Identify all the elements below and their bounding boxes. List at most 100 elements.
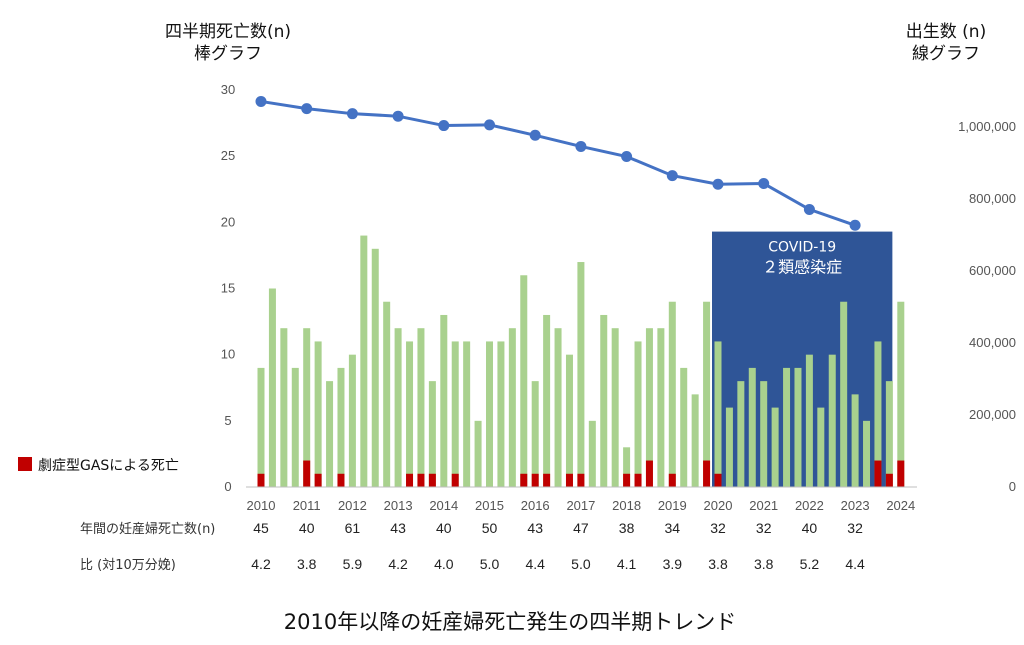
- ratio-row-label: 比 (対10万分娩): [80, 558, 176, 573]
- x-axis-tick: 2017: [566, 498, 595, 513]
- quarterly-death-bar: [303, 328, 311, 487]
- quarterly-death-bar: [623, 447, 631, 487]
- gas-death-bar: [531, 473, 539, 487]
- births-line: [260, 99, 856, 227]
- quarterly-death-bar: [440, 314, 448, 487]
- annual-deaths-value: 40: [299, 520, 315, 536]
- quarterly-death-bar: [645, 328, 653, 487]
- deaths-row-label: 年間の妊産婦死亡数(n): [80, 521, 215, 537]
- gas-death-bar: [634, 473, 642, 487]
- right-axis-tick: 800,000: [969, 191, 1016, 206]
- quarterly-death-bar: [360, 235, 368, 487]
- left-axis-title-line2: 棒グラフ: [194, 44, 262, 64]
- quarterly-death-bar: [691, 394, 699, 487]
- gas-death-bar: [714, 473, 722, 487]
- bar-series: [257, 235, 905, 487]
- gas-death-bar: [703, 460, 711, 487]
- annual-deaths-value: 32: [756, 520, 772, 536]
- quarterly-death-bar: [406, 341, 414, 487]
- gas-death-bar: [257, 473, 265, 487]
- births-point: [529, 129, 541, 141]
- x-axis-tick: 2019: [658, 498, 687, 513]
- quarterly-death-bar: [737, 381, 745, 487]
- right-axis-tick: 600,000: [969, 263, 1016, 278]
- quarterly-death-bar: [520, 275, 528, 487]
- quarterly-death-bar: [600, 314, 608, 487]
- x-axis-tick: 2023: [841, 498, 870, 513]
- quarterly-death-bar: [805, 354, 813, 487]
- x-axis-tick: 2018: [612, 498, 641, 513]
- left-axis-tick: 0: [224, 479, 231, 494]
- quarterly-death-bar: [486, 341, 493, 487]
- ratio-value: 3.9: [663, 556, 683, 572]
- quarterly-death-bar: [291, 367, 299, 487]
- x-axis-tick: 2024: [886, 498, 915, 513]
- quarterly-death-bar: [783, 367, 791, 487]
- ratio-value: 3.8: [754, 556, 774, 572]
- quarterly-death-bar: [611, 328, 619, 487]
- quarterly-death-bar: [668, 301, 676, 487]
- births-point: [666, 170, 678, 182]
- ratio-value: 5.0: [480, 556, 500, 572]
- x-axis-tick: 2022: [795, 498, 824, 513]
- quarterly-death-bar: [554, 328, 562, 487]
- x-axis-tick: 2012: [338, 498, 367, 513]
- x-axis-tick: 2016: [521, 498, 550, 513]
- ratio-value: 5.2: [800, 556, 820, 572]
- annual-rows: 45 40 61 43 40 50 43 47 38 34 32 32 40 32 4.2 3.8 5.9 4.2…: [251, 520, 865, 572]
- covid-label-line1: COVID-19: [768, 240, 836, 256]
- quarterly-death-bar: [680, 367, 688, 487]
- quarterly-death-bar: [794, 367, 802, 487]
- gas-death-bar: [645, 460, 653, 487]
- annual-deaths-value: 45: [253, 520, 269, 536]
- gas-death-bar: [303, 460, 311, 487]
- right-axis-tick: 200,000: [969, 407, 1016, 422]
- quarterly-death-bar: [748, 367, 756, 487]
- births-point: [849, 219, 861, 231]
- chart-title: 2010年以降の妊産婦死亡発生の四半期トレンド: [284, 610, 736, 634]
- right-axis-title-line2: 線グラフ: [912, 44, 980, 64]
- left-axis-tick: 5: [224, 413, 231, 428]
- annual-deaths-value: 34: [665, 520, 681, 536]
- quarterly-death-bar: [268, 288, 276, 487]
- gas-death-bar: [897, 460, 905, 487]
- quarterly-death-bar: [280, 328, 288, 487]
- gas-death-bar: [520, 473, 528, 487]
- quarterly-death-bar: [828, 354, 836, 487]
- right-axis-title-line1: 出生数 (n): [906, 22, 986, 42]
- gas-death-bar: [428, 473, 436, 487]
- x-axis-tick: 2020: [704, 498, 733, 513]
- gas-death-bar: [417, 473, 425, 487]
- left-axis-title-line1: 四半期死亡数(n): [165, 22, 291, 42]
- ratio-value: 5.0: [571, 556, 591, 572]
- ratio-value: 4.0: [434, 556, 454, 572]
- gas-death-bar: [314, 473, 322, 487]
- x-axis-tick: 2021: [749, 498, 778, 513]
- quarterly-death-bar: [531, 381, 539, 487]
- gas-death-bar: [577, 473, 585, 487]
- right-axis-tick: 0: [1009, 479, 1016, 494]
- right-axis-tick: 400,000: [969, 335, 1016, 350]
- quarterly-death-bar: [428, 381, 436, 487]
- annual-deaths-value: 43: [390, 520, 406, 536]
- annual-deaths-value: 50: [482, 520, 498, 536]
- annual-deaths-value: 32: [847, 520, 863, 536]
- quarterly-death-bar: [257, 367, 265, 487]
- quarterly-death-bar: [657, 328, 665, 487]
- annual-deaths-value: 61: [345, 520, 361, 536]
- births-point: [621, 151, 633, 163]
- gas-death-bar: [337, 473, 345, 487]
- x-axis-tick: 2011: [293, 498, 321, 513]
- annual-deaths-value: 38: [619, 520, 635, 536]
- gas-death-bar: [565, 473, 573, 487]
- x-axis-tick: 2014: [429, 498, 458, 513]
- births-point: [758, 178, 770, 190]
- quarterly-death-bar: [703, 301, 711, 487]
- quarterly-death-bar: [326, 381, 334, 487]
- quarterly-death-bar: [314, 341, 322, 487]
- left-axis-tick: 30: [221, 82, 235, 97]
- ratio-value: 4.4: [845, 556, 865, 572]
- quarterly-death-bar: [840, 301, 848, 487]
- quarterly-death-bar: [497, 341, 505, 487]
- x-axis-tick: 2013: [384, 498, 413, 513]
